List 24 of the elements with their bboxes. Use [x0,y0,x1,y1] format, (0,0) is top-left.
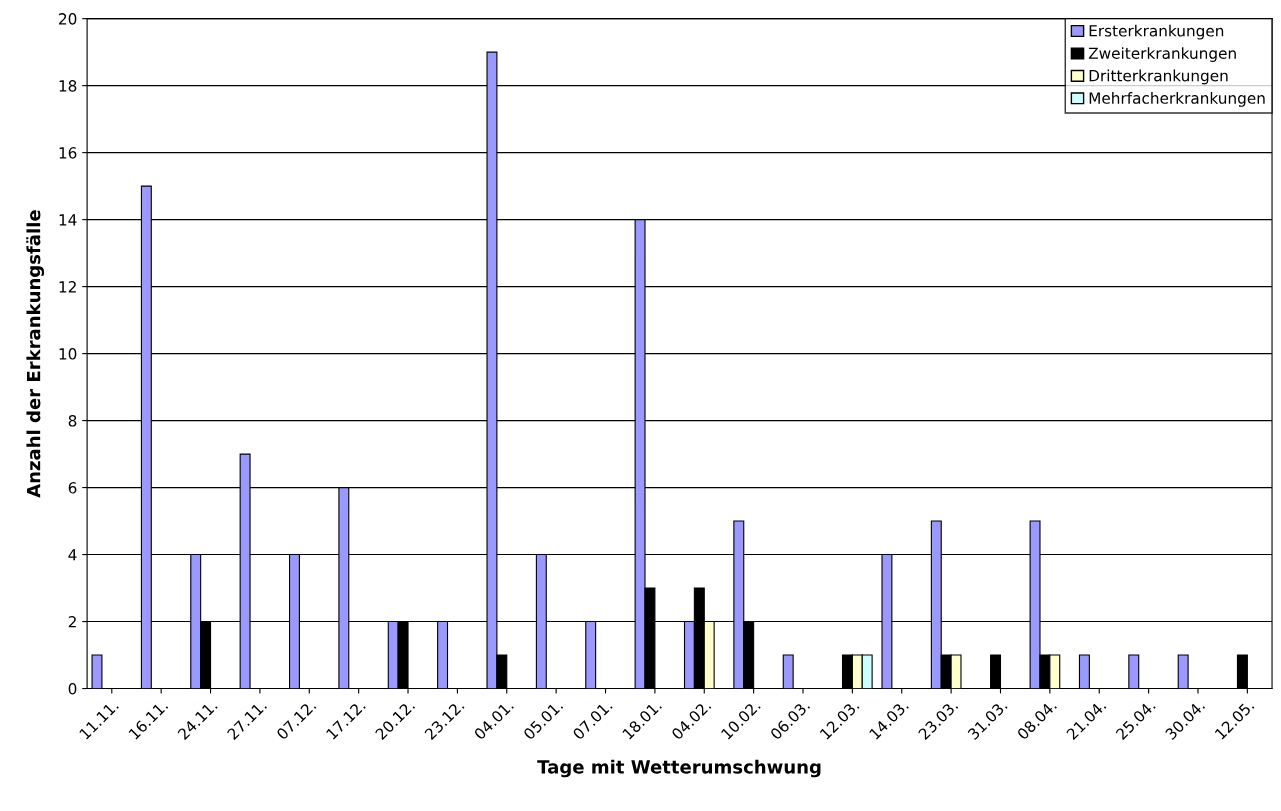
bar [1078,654,1090,689]
y-tick-label: 0 [68,683,77,695]
y-tick-label: 14 [59,214,77,226]
bar [990,654,1002,689]
legend-label: Dritterkrankungen [1089,69,1228,85]
y-axis-title: Anzahl der Erkrankungsfälle [26,210,45,498]
legend-label: Zweiterkrankungen [1088,47,1236,62]
bar [91,654,103,689]
x-axis-title: Tage mit Wetterumschwung [537,759,821,778]
y-tick-label: 2 [68,616,76,628]
y-tick-label: 4 [68,549,77,561]
y-tick-label: 18 [59,80,77,92]
y-tick-label: 20 [59,13,77,25]
legend-label: Mehrfacherkrankungen [1089,92,1265,107]
y-tick-label: 10 [59,348,77,360]
y-tick-label: 16 [59,147,77,159]
y-tick-label: 6 [68,482,77,494]
legend-label: Ersterkrankungen [1089,24,1224,40]
y-tick-label: 12 [59,281,76,293]
bar [782,654,794,689]
bar [1236,654,1248,689]
bar [1128,654,1140,689]
bar [1177,654,1189,689]
y-tick-label: 8 [68,415,77,427]
